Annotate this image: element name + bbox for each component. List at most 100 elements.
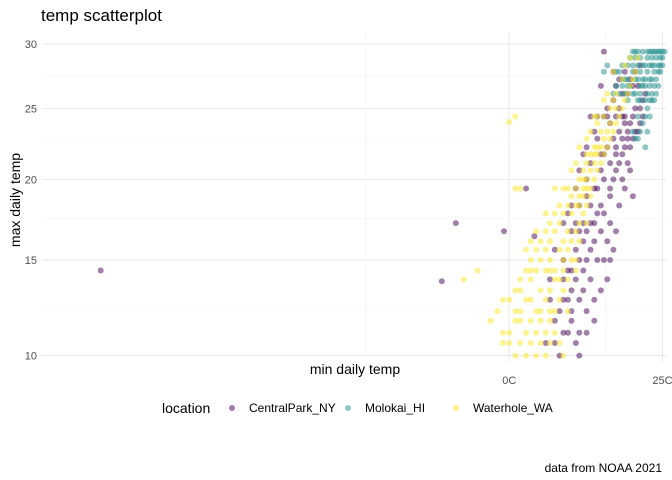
data-point — [627, 82, 634, 89]
data-point — [583, 160, 590, 167]
data-point — [644, 54, 651, 61]
data-point — [583, 308, 590, 315]
data-point — [655, 82, 662, 89]
data-point — [583, 144, 590, 151]
data-point — [501, 228, 507, 235]
data-point — [639, 62, 646, 69]
data-point — [619, 135, 626, 142]
data-point — [533, 308, 540, 315]
data-point — [556, 246, 563, 253]
data-point — [542, 228, 549, 235]
data-point — [542, 210, 549, 217]
data-point — [619, 105, 626, 112]
data-point — [644, 90, 651, 97]
data-point — [587, 246, 594, 253]
data-point — [551, 185, 558, 192]
data-point — [591, 176, 598, 183]
data-point — [591, 296, 598, 303]
data-point — [632, 68, 639, 75]
data-point — [651, 68, 658, 75]
data-point — [97, 267, 104, 274]
data-point — [597, 287, 604, 294]
data-point — [657, 68, 664, 75]
data-point — [634, 62, 641, 69]
data-point — [597, 202, 604, 209]
data-point — [600, 113, 607, 120]
data-point — [576, 202, 583, 209]
data-point — [627, 120, 634, 127]
data-point — [600, 97, 607, 104]
data-point — [517, 308, 524, 315]
data-point — [580, 210, 587, 217]
data-point — [499, 296, 506, 303]
data-point — [523, 329, 530, 336]
legend-label: CentralPark_NY — [249, 401, 336, 415]
data-point — [613, 82, 619, 89]
data-point — [646, 82, 653, 89]
data-point — [547, 287, 553, 294]
data-point — [642, 113, 649, 120]
data-point — [627, 144, 634, 151]
data-point — [487, 317, 494, 324]
data-point — [616, 113, 623, 120]
data-point — [604, 128, 611, 135]
data-point — [639, 76, 646, 83]
data-point — [637, 82, 644, 89]
data-point — [653, 90, 660, 97]
data-point — [621, 113, 628, 120]
data-point — [499, 329, 506, 336]
data-point — [547, 257, 553, 263]
data-point — [564, 276, 571, 283]
data-point — [533, 267, 540, 274]
data-point — [591, 238, 598, 245]
data-point — [580, 267, 587, 274]
data-point — [594, 144, 601, 151]
data-point — [517, 340, 524, 346]
data-point — [619, 151, 626, 158]
data-point — [610, 68, 617, 75]
data-point — [564, 228, 571, 235]
legend-label: Waterhole_WA — [473, 401, 553, 415]
data-point — [556, 340, 563, 346]
data-point — [637, 128, 644, 135]
data-point — [642, 82, 649, 89]
data-point — [512, 308, 519, 315]
data-point — [560, 185, 567, 192]
data-point — [653, 54, 660, 61]
data-point — [591, 151, 598, 158]
data-point — [560, 210, 567, 217]
data-point — [629, 90, 636, 97]
data-point — [452, 220, 459, 227]
data-point — [629, 193, 636, 200]
data-point — [547, 220, 553, 227]
data-point — [527, 340, 534, 346]
data-point — [587, 128, 594, 135]
data-point — [621, 68, 628, 75]
data-point — [627, 54, 634, 61]
data-point — [537, 238, 544, 245]
data-point — [629, 62, 636, 69]
data-point — [597, 82, 604, 89]
data-point — [560, 267, 567, 274]
y-tick-label: 10 — [25, 351, 37, 363]
data-point — [616, 202, 623, 209]
data-point — [551, 228, 558, 235]
data-point — [587, 276, 594, 283]
data-point — [533, 352, 540, 359]
data-point — [607, 193, 614, 200]
data-point — [551, 246, 558, 253]
data-point — [547, 340, 553, 346]
data-point — [644, 128, 651, 135]
data-point — [580, 193, 587, 200]
data-point — [621, 62, 628, 69]
data-point — [542, 340, 549, 346]
data-point — [644, 68, 651, 75]
data-point — [624, 135, 631, 142]
data-point — [594, 257, 601, 263]
data-point — [648, 54, 655, 61]
data-point — [587, 193, 594, 200]
data-point — [438, 278, 445, 285]
plot-grid — [42, 32, 666, 362]
data-point — [460, 276, 467, 283]
data-point — [523, 296, 530, 303]
